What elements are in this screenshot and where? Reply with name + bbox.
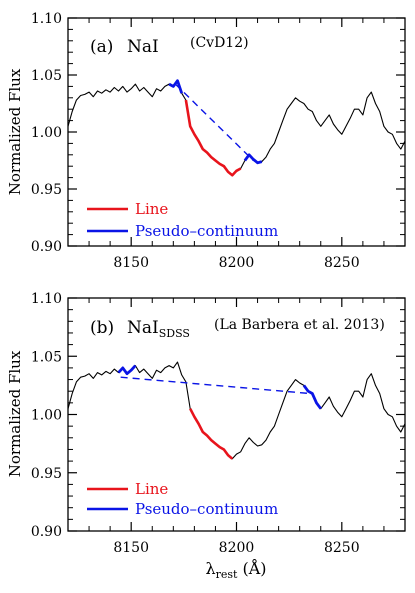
y-tick-label: 1.10 (31, 291, 62, 307)
y-tick-label: 1.00 (31, 408, 62, 424)
pseudo-continuum-fit-line (120, 376, 311, 395)
legend-pseudo-continuum-label: Pseudo–continuum (135, 500, 278, 518)
pseudo-continuum-band-2 (243, 153, 263, 165)
source-label: (CvD12) (190, 35, 249, 51)
spectrum-line (67, 80, 406, 176)
y-tick-label: 1.10 (31, 11, 62, 27)
line-band (184, 99, 242, 177)
y-tick-label: 0.90 (31, 524, 62, 540)
title-main: NaI (127, 37, 159, 57)
x-axis-label: λrest (Å) (205, 558, 266, 581)
x-tick-label: 8250 (324, 540, 360, 556)
y-axis-label: Normalized Flux (6, 350, 24, 477)
y-tick-label: 1.05 (31, 68, 62, 84)
x-axis-label-main: λ (205, 559, 215, 578)
panel-title: NaISDSS (127, 318, 190, 340)
plot-frame (67, 17, 406, 247)
y-tick-label: 0.95 (31, 182, 62, 198)
y-tick-label: 0.90 (31, 239, 62, 255)
y-tick-label: 0.95 (31, 466, 62, 482)
legend-pseudo-continuum-label: Pseudo–continuum (135, 222, 278, 240)
axis-ticks: 8150 8200 8250 0.90 0.95 1.00 1.05 1.10 (31, 291, 406, 556)
panel-title: NaI (127, 37, 159, 57)
panel-label: (b) (90, 318, 114, 338)
legend-line-label: Line (135, 480, 168, 498)
pseudo-continuum-band-2 (302, 384, 322, 410)
title-sub: SDSS (159, 327, 190, 340)
line-band (189, 408, 234, 460)
x-tick-label: 8200 (219, 255, 255, 271)
plot-marks (67, 79, 406, 177)
x-tick-label: 8250 (324, 255, 360, 271)
pseudo-continuum-band-1 (117, 364, 137, 376)
x-tick-label: 8150 (113, 255, 149, 271)
x-tick-label: 8200 (219, 540, 255, 556)
pseudo-continuum-fit-line (174, 83, 254, 161)
x-tick-label: 8150 (113, 540, 149, 556)
x-axis-label-sub: rest (216, 568, 238, 581)
title-main: NaI (127, 318, 159, 338)
legend-line-label: Line (135, 200, 168, 218)
plot-marks (67, 361, 406, 460)
pseudo-continuum-band-1 (168, 79, 184, 94)
panel-label: (a) (90, 37, 113, 57)
spectrum-line (67, 361, 406, 460)
x-axis-label-unit: (Å) (242, 558, 266, 578)
panel-b: 8150 8200 8250 0.90 0.95 1.00 1.05 1.10 Normali… (6, 291, 406, 556)
y-tick-label: 1.00 (31, 125, 62, 141)
source-label: (La Barbera et al. 2013) (214, 317, 385, 333)
y-axis-label: Normalized Flux (6, 68, 24, 195)
y-tick-label: 1.05 (31, 349, 62, 365)
panel-a: 8150 8200 8250 0.90 0.95 1.00 1.05 1.10 Normali… (6, 11, 406, 271)
axis-ticks: 8150 8200 8250 0.90 0.95 1.00 1.05 1.10 (31, 11, 406, 271)
